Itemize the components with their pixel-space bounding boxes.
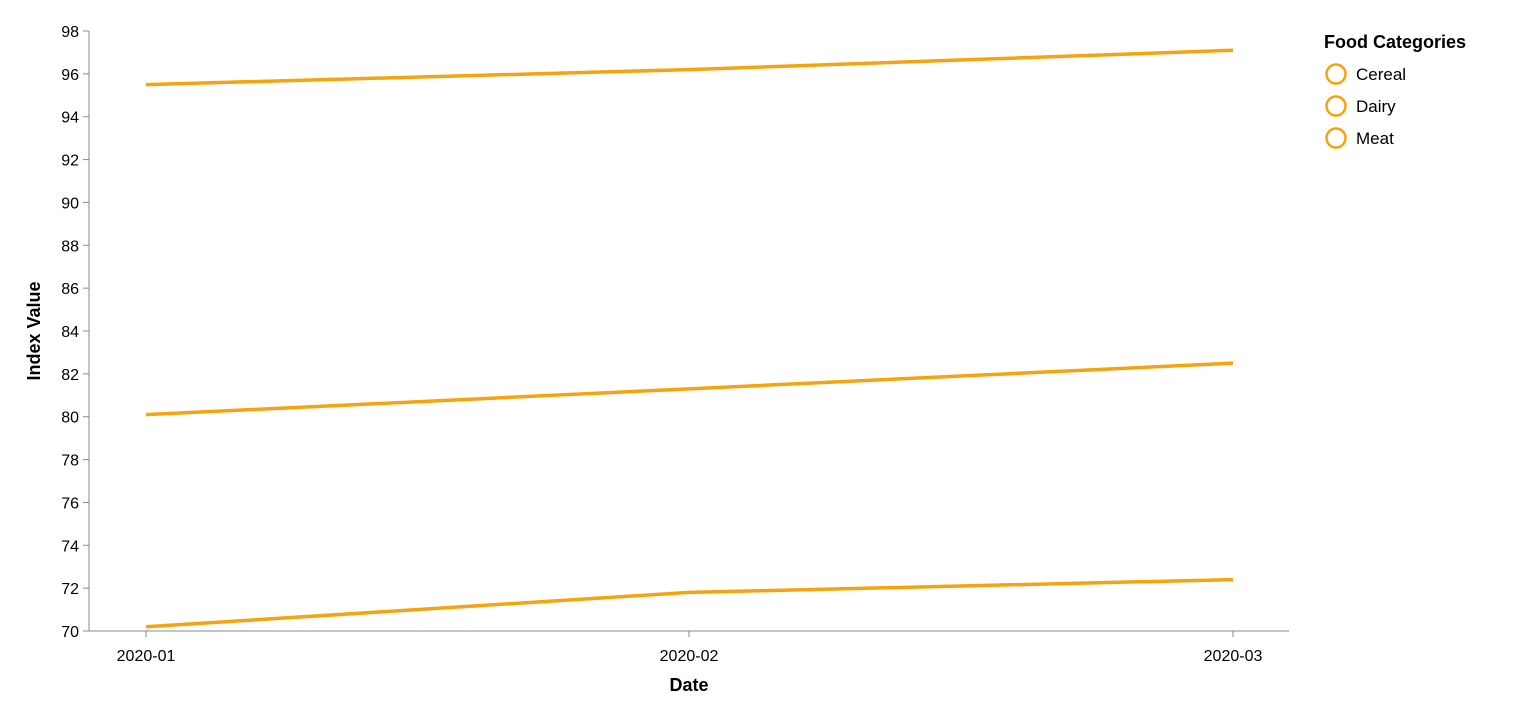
legend: Food Categories Cereal Dairy Meat xyxy=(1324,32,1466,149)
y-tick-label: 86 xyxy=(61,281,79,298)
legend-symbol-meat xyxy=(1325,127,1347,149)
y-tick-label: 80 xyxy=(61,410,79,427)
y-tick-label: 94 xyxy=(61,110,79,127)
y-axis-title: Index Value xyxy=(24,281,44,380)
y-tick-label: 84 xyxy=(61,324,79,341)
legend-symbol-cereal xyxy=(1325,63,1347,85)
y-axis: 70 72 74 76 78 80 82 84 86 88 90 92 94 96 98 xyxy=(61,24,90,641)
y-tick-label: 72 xyxy=(61,581,79,598)
y-tick-label: 70 xyxy=(61,624,79,641)
legend-symbol-dairy xyxy=(1325,95,1347,117)
series-line-dairy xyxy=(145,361,1234,417)
legend-title: Food Categories xyxy=(1324,32,1466,52)
x-tick-label: 2020-02 xyxy=(660,648,719,665)
y-tick-label: 92 xyxy=(61,153,79,170)
y-tick-label: 78 xyxy=(61,453,79,470)
y-tick-label: 82 xyxy=(61,367,79,384)
series-line-cereal xyxy=(145,48,1234,87)
legend-label-meat: Meat xyxy=(1356,129,1394,148)
legend-label-dairy: Dairy xyxy=(1356,97,1396,116)
y-tick-label: 88 xyxy=(61,238,79,255)
series-line-meat xyxy=(145,577,1234,629)
x-axis: 2020-01 2020-02 2020-03 xyxy=(89,630,1289,665)
series-layer xyxy=(145,48,1234,629)
y-tick-label: 74 xyxy=(61,538,79,555)
y-tick-label: 76 xyxy=(61,495,79,512)
x-tick-label: 2020-01 xyxy=(117,648,176,665)
x-tick-label: 2020-03 xyxy=(1204,648,1263,665)
legend-label-cereal: Cereal xyxy=(1356,65,1406,84)
y-tick-label: 90 xyxy=(61,195,79,212)
x-axis-title: Date xyxy=(669,675,708,695)
y-tick-label: 96 xyxy=(61,67,79,84)
y-tick-label: 98 xyxy=(61,24,79,41)
